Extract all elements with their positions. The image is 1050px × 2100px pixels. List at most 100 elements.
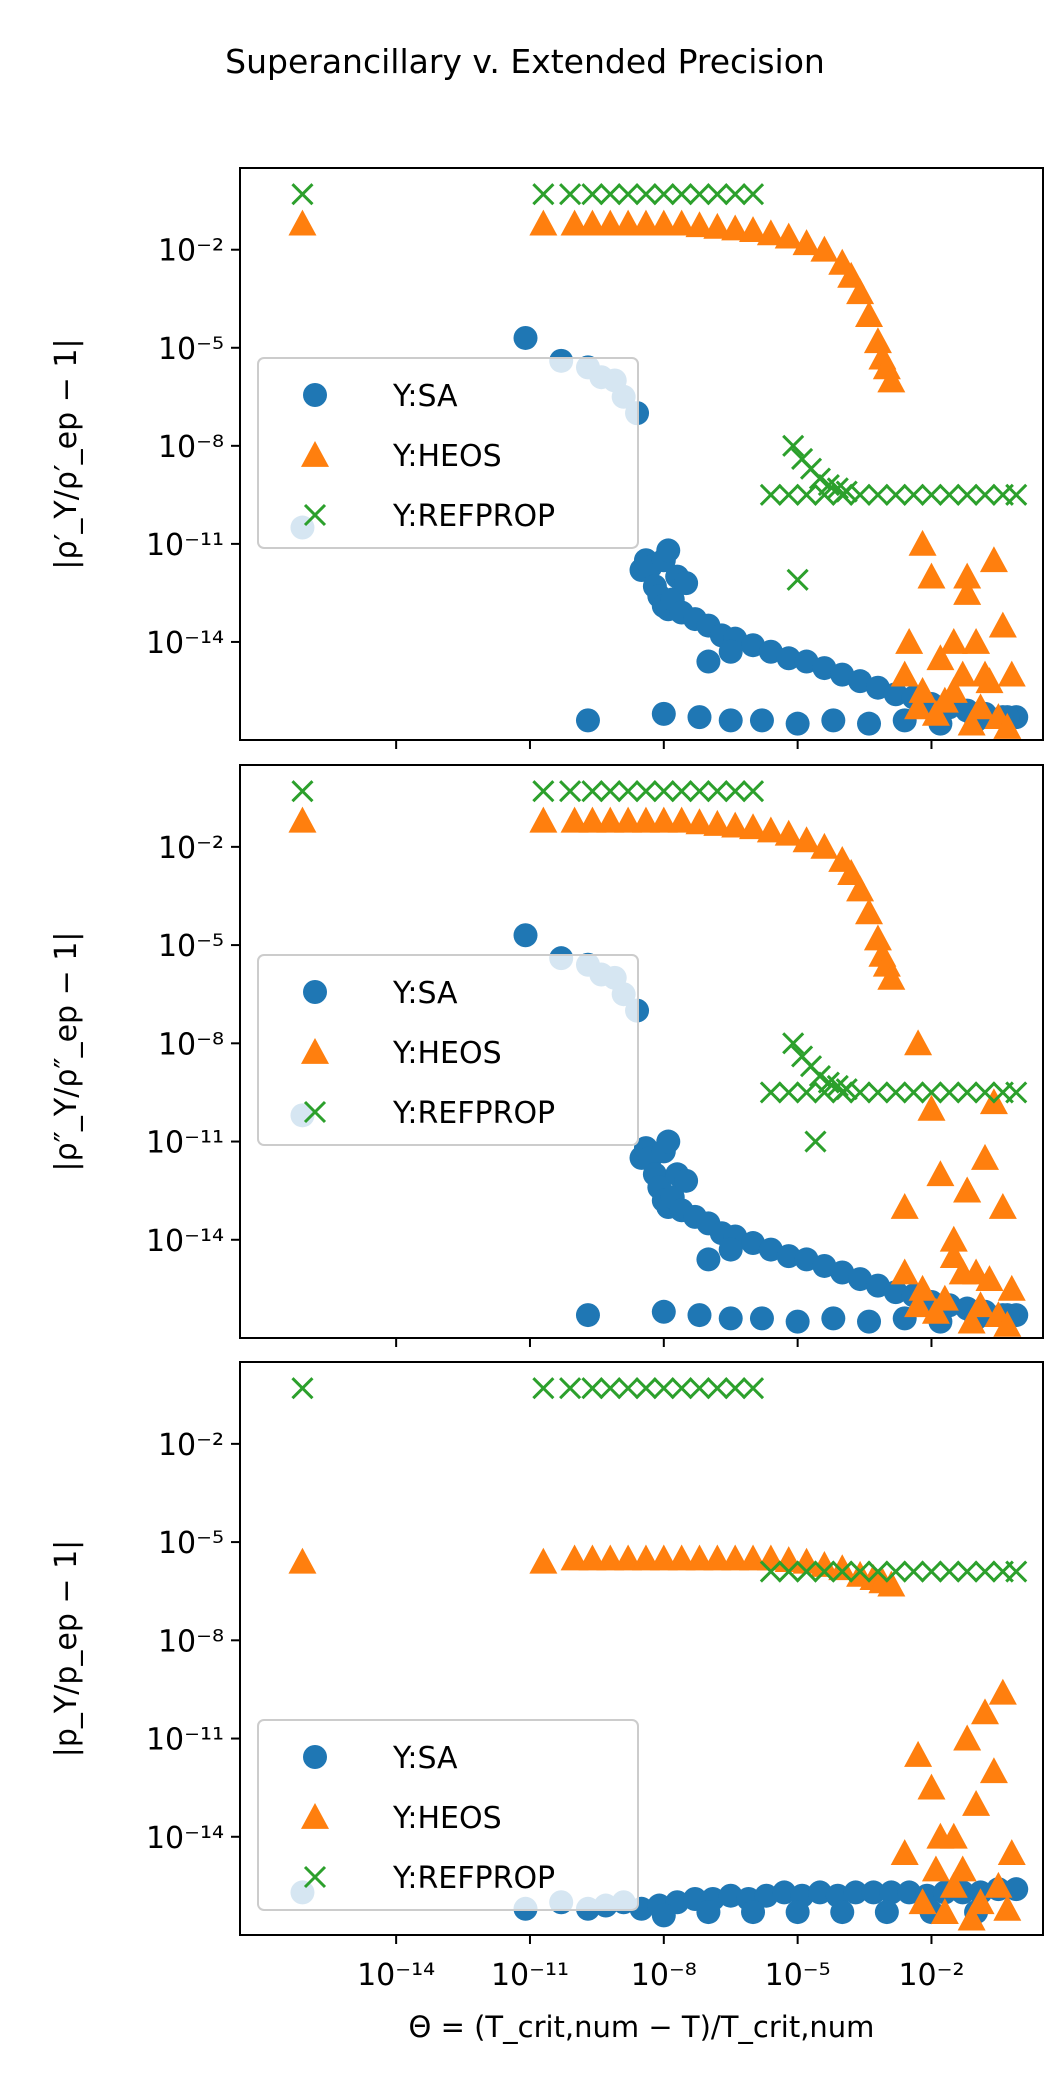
data-point <box>930 1284 959 1311</box>
x-tick-label: 10⁻² <box>898 1958 964 1993</box>
data-point <box>926 644 955 671</box>
data-point <box>988 1193 1017 1219</box>
legend-marker <box>303 1745 327 1769</box>
data-point <box>921 1855 950 1882</box>
data-point <box>649 1544 678 1571</box>
plot-area <box>288 1377 1029 1931</box>
data-point <box>776 1244 801 1269</box>
data-point <box>849 483 872 506</box>
data-point <box>667 209 696 236</box>
y-tick-label: 10⁻⁵ <box>158 1526 224 1561</box>
legend-label: Y:SA <box>392 379 458 414</box>
legend-box <box>257 954 639 1146</box>
series-y-refprop <box>291 1377 1028 1583</box>
data-point <box>920 483 943 506</box>
data-point <box>810 235 839 262</box>
legend-marker <box>303 980 327 1004</box>
data-point <box>777 1081 800 1104</box>
data-point <box>953 1176 982 1203</box>
data-point <box>785 711 810 736</box>
data-point <box>559 1377 582 1400</box>
data-point <box>956 1560 979 1583</box>
y-tick-label: 10⁻¹¹ <box>146 528 224 563</box>
data-point <box>696 1900 721 1925</box>
data-point <box>703 809 732 836</box>
data-point <box>578 806 607 833</box>
data-point <box>908 676 937 703</box>
data-point <box>884 1560 907 1583</box>
legend-marker <box>301 441 329 467</box>
data-point <box>921 1297 950 1324</box>
data-point <box>921 699 950 726</box>
data-point <box>939 1242 968 1269</box>
data-point <box>288 209 317 236</box>
axes-frame <box>239 167 1044 741</box>
data-point <box>581 183 604 206</box>
data-point <box>953 578 982 605</box>
data-point <box>849 1560 872 1583</box>
data-point <box>688 183 711 206</box>
scatter-panel-2: 10⁻² 10⁻⁵ 10⁻⁸ 10⁻¹¹ 10⁻¹⁴ |ρ″_Y/ρ″_ep − 1| Y:… <box>49 764 1044 1347</box>
data-point <box>599 1377 622 1400</box>
data-point <box>874 1900 899 1925</box>
data-point <box>575 708 600 733</box>
data-point <box>721 811 750 838</box>
y-tick-label: 10⁻² <box>158 234 224 269</box>
data-point <box>948 660 977 687</box>
data-point <box>849 1081 872 1104</box>
y-tick-label: 10⁻⁸ <box>158 1027 224 1062</box>
data-point <box>953 562 982 589</box>
data-point <box>599 183 622 206</box>
data-point <box>656 538 681 563</box>
x-tick-label: 10⁻¹¹ <box>491 1958 569 1993</box>
data-point <box>703 1544 732 1571</box>
y-tick-label: 10⁻¹¹ <box>146 1126 224 1161</box>
data-point <box>904 1291 933 1318</box>
x-axis-label: Θ = (T_crit,num − T)/T_crit,num <box>409 2010 875 2044</box>
data-point <box>782 434 805 457</box>
data-point <box>631 806 660 833</box>
data-point <box>772 1880 797 1905</box>
data-point <box>560 1544 589 1571</box>
data-point <box>908 1888 937 1915</box>
data-point <box>837 261 866 288</box>
data-point <box>739 216 768 243</box>
data-point <box>513 325 538 350</box>
legend-marker <box>301 1803 329 1829</box>
data-point <box>795 1560 818 1583</box>
y-tick-label: 10⁻² <box>158 1428 224 1463</box>
data-point <box>739 813 768 840</box>
data-point <box>785 1900 810 1925</box>
y-tick-label: 10⁻⁸ <box>158 430 224 465</box>
data-point <box>997 660 1026 687</box>
data-point <box>706 780 729 803</box>
data-point <box>703 212 732 239</box>
data-point <box>957 709 986 736</box>
data-point <box>614 806 643 833</box>
data-point <box>614 209 643 236</box>
data-point <box>993 712 1022 739</box>
data-point <box>774 222 803 249</box>
axes-frame <box>239 1361 1044 1936</box>
legend-label: Y:HEOS <box>392 1801 502 1836</box>
data-point <box>718 708 743 733</box>
data-point <box>291 1377 314 1400</box>
data-point <box>895 627 924 654</box>
data-point <box>581 1377 604 1400</box>
data-point <box>835 1078 858 1101</box>
data-point <box>1005 483 1028 506</box>
legend-label: Y:REFPROP <box>392 499 555 534</box>
data-point <box>652 183 675 206</box>
data-point <box>688 780 711 803</box>
data-point <box>993 1894 1022 1921</box>
data-point <box>821 1306 846 1331</box>
data-point <box>617 183 640 206</box>
data-point <box>939 627 968 654</box>
data-point <box>837 859 866 885</box>
data-point <box>288 806 317 833</box>
data-point <box>529 209 558 236</box>
data-point <box>688 1377 711 1400</box>
data-point <box>685 211 714 238</box>
data-point <box>667 1544 696 1571</box>
data-point <box>718 1306 743 1331</box>
